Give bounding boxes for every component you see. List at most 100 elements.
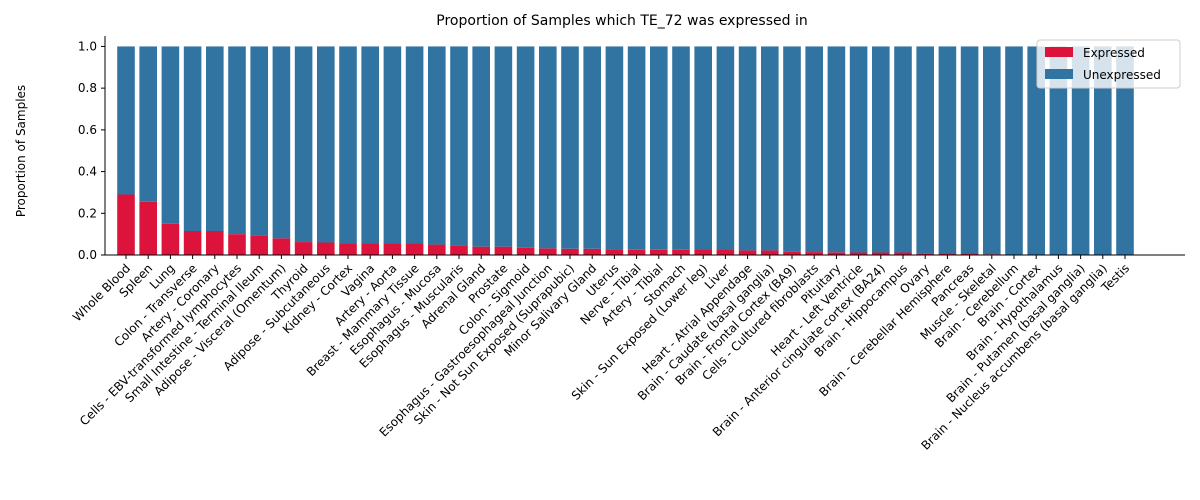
bar-unexpressed <box>605 46 624 250</box>
y-tick-label: 1.0 <box>78 39 97 53</box>
bar-expressed <box>738 250 757 255</box>
y-tick-label: 0.8 <box>78 81 97 95</box>
bar-unexpressed <box>539 46 557 249</box>
bar-expressed <box>206 231 224 255</box>
bar-unexpressed <box>894 46 912 253</box>
bar-unexpressed <box>472 46 490 247</box>
bar-expressed <box>539 248 557 255</box>
y-tick-label: 0.4 <box>78 165 97 179</box>
y-tick-label: 0.6 <box>78 123 97 137</box>
bar-expressed <box>183 231 202 255</box>
bar-expressed <box>583 248 601 255</box>
bar-expressed <box>650 249 668 255</box>
bar-unexpressed <box>672 46 690 250</box>
y-tick-label: 0.0 <box>78 248 97 262</box>
bar-expressed <box>250 235 268 255</box>
bar-expressed <box>228 234 246 255</box>
bar-expressed <box>761 250 779 255</box>
bar-expressed <box>361 243 379 255</box>
legend-swatch-unexpressed <box>1045 69 1073 79</box>
chart-title: Proportion of Samples which TE_72 was ex… <box>436 13 807 29</box>
bar-unexpressed <box>383 46 402 244</box>
bar-expressed <box>317 242 335 255</box>
bar-unexpressed <box>405 46 424 244</box>
bar-expressed <box>872 252 890 255</box>
bar-unexpressed <box>317 46 335 243</box>
legend: Expressed Unexpressed <box>1036 39 1181 89</box>
bar-expressed <box>117 194 135 255</box>
bar-unexpressed <box>960 46 979 254</box>
bar-unexpressed <box>561 46 579 249</box>
bar-expressed <box>450 245 468 255</box>
bar-unexpressed <box>1049 46 1068 256</box>
bar-unexpressed <box>206 46 224 232</box>
bar-unexpressed <box>627 46 646 250</box>
bar-unexpressed <box>428 46 446 245</box>
bar-expressed <box>849 252 868 255</box>
bar-unexpressed <box>650 46 668 250</box>
bar-unexpressed <box>583 46 601 249</box>
bar-expressed <box>938 253 957 255</box>
bar-expressed <box>894 252 912 255</box>
bar-unexpressed <box>183 46 202 232</box>
y-axis-label: Proportion of Samples <box>14 85 28 217</box>
bar-unexpressed <box>139 46 157 202</box>
legend-label-unexpressed: Unexpressed <box>1083 68 1161 82</box>
bar-expressed <box>428 244 446 255</box>
y-axis: 0.0 0.2 0.4 0.6 0.8 1.0 <box>78 36 106 262</box>
bar-unexpressed <box>783 46 801 252</box>
legend-label-expressed: Expressed <box>1083 46 1145 60</box>
bar-unexpressed <box>938 46 957 254</box>
bar-unexpressed <box>1116 46 1134 256</box>
bar-expressed <box>694 249 712 255</box>
bar-unexpressed <box>1005 46 1023 256</box>
bar-expressed <box>827 252 846 255</box>
bar-expressed <box>605 249 624 255</box>
bar-unexpressed <box>1071 46 1090 256</box>
bar-unexpressed <box>250 46 268 236</box>
legend-swatch-expressed <box>1045 47 1073 57</box>
bar-expressed <box>294 242 313 255</box>
bar-expressed <box>516 247 535 255</box>
bar-unexpressed <box>161 46 180 224</box>
bar-unexpressed <box>228 46 246 235</box>
bar-expressed <box>916 253 934 255</box>
bar-unexpressed <box>827 46 846 253</box>
bar-unexpressed <box>516 46 535 248</box>
bar-unexpressed <box>361 46 379 244</box>
bar-unexpressed <box>983 46 1001 255</box>
bar-unexpressed <box>916 46 934 254</box>
bar-expressed <box>783 251 801 255</box>
bar-expressed <box>716 249 735 255</box>
bar-unexpressed <box>849 46 868 253</box>
bar-expressed <box>405 243 424 255</box>
bar-expressed <box>627 249 646 255</box>
bar-unexpressed <box>716 46 735 251</box>
bar-expressed <box>672 249 690 255</box>
bar-expressed <box>494 246 513 255</box>
bar-unexpressed <box>872 46 890 253</box>
bar-expressed <box>472 246 490 255</box>
bar-unexpressed <box>694 46 712 251</box>
bar-unexpressed <box>1027 46 1045 256</box>
bar-unexpressed <box>761 46 779 251</box>
bar-unexpressed <box>738 46 757 251</box>
bar-expressed <box>960 253 979 255</box>
bar-unexpressed <box>272 46 291 239</box>
bar-unexpressed <box>294 46 313 243</box>
bar-expressed <box>339 243 357 255</box>
bar-unexpressed <box>339 46 357 244</box>
bar-unexpressed <box>494 46 513 247</box>
bar-unexpressed <box>1094 46 1112 256</box>
bar-expressed <box>139 201 157 255</box>
bar-expressed <box>272 238 291 255</box>
bar-unexpressed <box>805 46 823 253</box>
bar-expressed <box>805 252 823 255</box>
y-tick-label: 0.2 <box>78 206 97 220</box>
bar-unexpressed <box>117 46 135 195</box>
bar-expressed <box>161 223 180 255</box>
bar-expressed <box>561 248 579 255</box>
plot-area <box>117 46 1134 256</box>
